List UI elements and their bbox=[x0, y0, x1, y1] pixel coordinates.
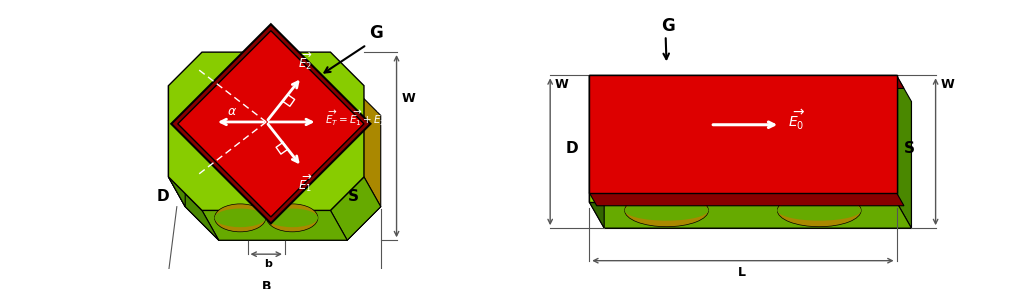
Text: B: B bbox=[261, 279, 271, 289]
Ellipse shape bbox=[777, 194, 861, 227]
Polygon shape bbox=[589, 193, 904, 206]
Ellipse shape bbox=[215, 209, 266, 227]
Ellipse shape bbox=[777, 200, 861, 221]
Polygon shape bbox=[589, 75, 904, 88]
Text: b: b bbox=[264, 259, 272, 269]
Polygon shape bbox=[169, 86, 185, 207]
Text: $\overrightarrow{E_0}$: $\overrightarrow{E_0}$ bbox=[787, 108, 805, 132]
Polygon shape bbox=[896, 75, 911, 228]
Polygon shape bbox=[589, 75, 604, 228]
Polygon shape bbox=[169, 177, 219, 240]
Polygon shape bbox=[202, 210, 347, 240]
Polygon shape bbox=[169, 177, 219, 240]
Text: L: L bbox=[738, 266, 746, 279]
Polygon shape bbox=[331, 177, 381, 240]
Text: W: W bbox=[401, 92, 415, 105]
Polygon shape bbox=[589, 75, 896, 202]
Polygon shape bbox=[589, 75, 896, 193]
Polygon shape bbox=[169, 86, 185, 207]
Text: $\alpha$: $\alpha$ bbox=[227, 105, 238, 118]
Text: D: D bbox=[157, 189, 169, 204]
Polygon shape bbox=[202, 210, 347, 240]
Polygon shape bbox=[604, 101, 911, 228]
Text: $\overrightarrow{E_2}$: $\overrightarrow{E_2}$ bbox=[298, 50, 312, 72]
Ellipse shape bbox=[215, 204, 266, 232]
Polygon shape bbox=[589, 202, 911, 228]
Ellipse shape bbox=[266, 204, 317, 232]
Ellipse shape bbox=[625, 194, 709, 227]
Polygon shape bbox=[169, 52, 364, 210]
Text: G: G bbox=[660, 17, 675, 35]
Text: W: W bbox=[940, 78, 954, 91]
Ellipse shape bbox=[625, 200, 709, 221]
Polygon shape bbox=[185, 82, 381, 240]
Text: $\overrightarrow{E_1}$: $\overrightarrow{E_1}$ bbox=[298, 172, 312, 194]
Polygon shape bbox=[331, 177, 381, 240]
Text: $\overrightarrow{E_T}=\overrightarrow{E_1}+\overrightarrow{E_2}$: $\overrightarrow{E_T}=\overrightarrow{E_… bbox=[325, 109, 387, 128]
Text: G: G bbox=[369, 24, 382, 42]
Polygon shape bbox=[178, 31, 364, 217]
Polygon shape bbox=[171, 24, 371, 223]
Text: S: S bbox=[904, 141, 915, 156]
Text: W: W bbox=[555, 78, 568, 91]
Ellipse shape bbox=[266, 209, 317, 227]
Text: D: D bbox=[566, 141, 579, 156]
Text: S: S bbox=[348, 189, 359, 204]
